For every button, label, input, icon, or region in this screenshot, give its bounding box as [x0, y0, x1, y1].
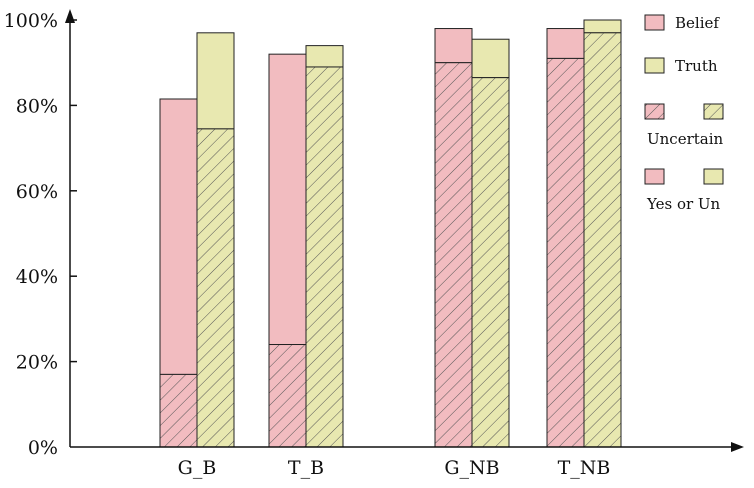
legend-label-belief: Belief	[675, 14, 720, 32]
bar-belief-g-nb-uncertain	[434, 62, 473, 448]
bar-belief-g-nb-yes-or-un	[434, 28, 473, 64]
bar-truth-t-b-yes-or-un	[305, 45, 344, 68]
y-tick-label: 20%	[16, 352, 58, 374]
legend-swatch-yes-or-un-truth	[703, 168, 724, 185]
legend-swatch-yes-or-un-belief	[644, 168, 665, 185]
bar-belief-t-nb-uncertain	[546, 57, 585, 448]
y-tick-label: 100%	[4, 10, 58, 32]
x-axis-arrow	[731, 442, 744, 452]
bar-belief-t-b-yes-or-un	[268, 53, 307, 346]
bar-belief-g-b-yes-or-un	[159, 98, 198, 375]
bars-layer	[159, 19, 622, 448]
bar-belief-t-nb-yes-or-un	[546, 28, 585, 59]
bar-truth-g-nb-uncertain	[471, 77, 510, 448]
axes-layer: G_B T_B G_NB T_NB 0% 20% 40% 60% 80% 100%	[4, 9, 744, 479]
legend-swatch-truth	[644, 57, 665, 74]
x-tick-label: G_B	[178, 457, 217, 479]
x-tick-label: T_B	[288, 457, 324, 479]
y-tick-label: 0%	[28, 437, 58, 459]
bar-truth-t-nb-yes-or-un	[583, 19, 622, 34]
bar-truth-t-nb-uncertain	[583, 32, 622, 448]
x-tick-label: T_NB	[558, 457, 611, 479]
legend-swatch-uncertain-belief	[644, 103, 665, 120]
bar-truth-g-b-uncertain	[196, 128, 235, 448]
y-tick-label: 80%	[16, 95, 58, 117]
y-axis-arrow	[65, 9, 75, 23]
y-tick-label: 60%	[16, 181, 58, 203]
bar-belief-t-b-uncertain	[268, 344, 307, 448]
x-tick-label: G_NB	[444, 457, 499, 479]
bar-truth-g-nb-yes-or-un	[471, 38, 510, 79]
bar-truth-t-b-uncertain	[305, 66, 344, 448]
legend: Belief Truth Uncertain Yes or Un	[644, 14, 724, 213]
y-tick-label: 40%	[16, 266, 58, 288]
legend-swatch-uncertain-truth	[703, 103, 724, 120]
legend-swatch-belief	[644, 14, 665, 31]
legend-label-yes-or-un: Yes or Un	[646, 195, 721, 213]
legend-label-truth: Truth	[675, 57, 718, 75]
legend-label-uncertain: Uncertain	[647, 130, 724, 148]
bar-truth-g-b-yes-or-un	[196, 32, 235, 130]
bar-belief-g-b-uncertain	[159, 373, 198, 448]
